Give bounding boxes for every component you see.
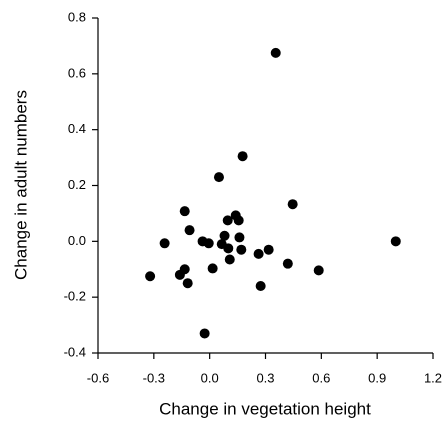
point (236, 244, 247, 255)
x-tick-label: 0.6 (312, 370, 330, 385)
x-axis-title: Change in vegetation height (159, 399, 371, 418)
y-tick-label: 0.4 (68, 121, 86, 136)
point (222, 215, 233, 226)
x-tick-label: 1.2 (424, 370, 442, 385)
y-tick-label: 0.0 (68, 233, 86, 248)
point (213, 172, 224, 183)
point (219, 230, 230, 241)
point (253, 248, 264, 259)
point (182, 278, 193, 289)
point (270, 47, 281, 58)
point (282, 258, 293, 269)
y-tick-label: 0.8 (68, 9, 86, 24)
x-tick-label: 0.3 (256, 370, 274, 385)
x-tick-label: 0.9 (368, 370, 386, 385)
point (179, 206, 190, 217)
point (287, 199, 298, 210)
y-tick-label: -0.2 (64, 289, 86, 304)
point (234, 232, 245, 243)
point (203, 238, 214, 249)
x-tick-label: 0.0 (201, 370, 219, 385)
point (233, 215, 244, 226)
y-tick-label: 0.6 (68, 65, 86, 80)
x-tick-label: -0.6 (87, 370, 109, 385)
point (223, 243, 234, 254)
point (199, 328, 210, 339)
y-tick-label: 0.2 (68, 177, 86, 192)
point (224, 254, 235, 265)
point (159, 238, 170, 249)
point (255, 281, 266, 291)
point (390, 236, 401, 247)
point (207, 263, 218, 274)
point (313, 265, 324, 276)
point (184, 225, 195, 236)
point (174, 269, 185, 280)
point (145, 271, 156, 282)
y-tick-label: -0.4 (64, 344, 86, 359)
y-axis-title: Change in adult numbers (11, 90, 30, 280)
point (263, 244, 274, 255)
point (237, 151, 248, 162)
x-tick-label: -0.3 (143, 370, 165, 385)
